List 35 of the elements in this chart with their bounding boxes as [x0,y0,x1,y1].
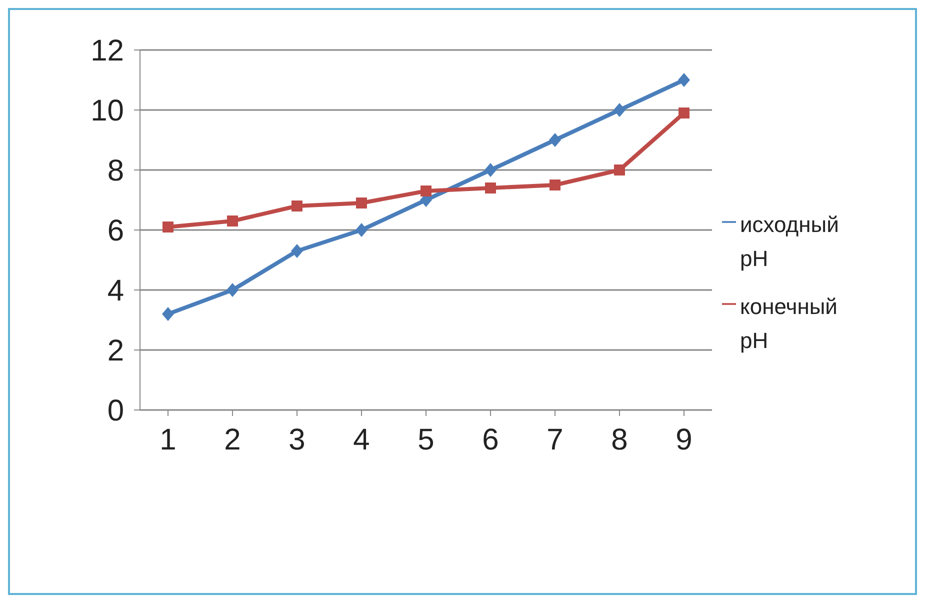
x-tick-label: 8 [611,423,628,456]
point [614,103,626,117]
point [356,198,367,208]
y-tick-label: 10 [90,94,124,128]
y-tick-label: 0 [107,394,124,428]
y-tick-label: 6 [107,214,124,248]
point [356,223,368,237]
x-tick-label: 2 [224,423,241,456]
x-tick-label: 7 [546,423,564,456]
x-tick-label: 3 [288,423,306,456]
point [484,163,496,177]
y-tick-label: 12 [90,34,124,68]
x-tick-label: 6 [482,423,499,456]
y-tick-label: 8 [107,154,124,188]
point [678,73,690,87]
point [292,200,302,212]
point [162,307,174,321]
point [162,222,174,232]
x-tick-label: 4 [353,423,370,456]
legend-label: исходный pH [740,211,840,273]
point [678,108,690,118]
y-tick-label: 2 [107,334,124,368]
y-tick-label: 4 [107,274,124,308]
legend-label: конечный pH [740,293,838,355]
point [614,164,625,176]
x-tick-label: 5 [418,423,434,456]
point [226,283,238,297]
point [227,216,238,226]
point [549,133,561,147]
point [291,244,303,258]
point [485,182,496,194]
x-tick-label: 9 [676,423,692,456]
point [420,186,432,196]
x-tick-label: 1 [160,423,176,456]
point [550,180,560,190]
